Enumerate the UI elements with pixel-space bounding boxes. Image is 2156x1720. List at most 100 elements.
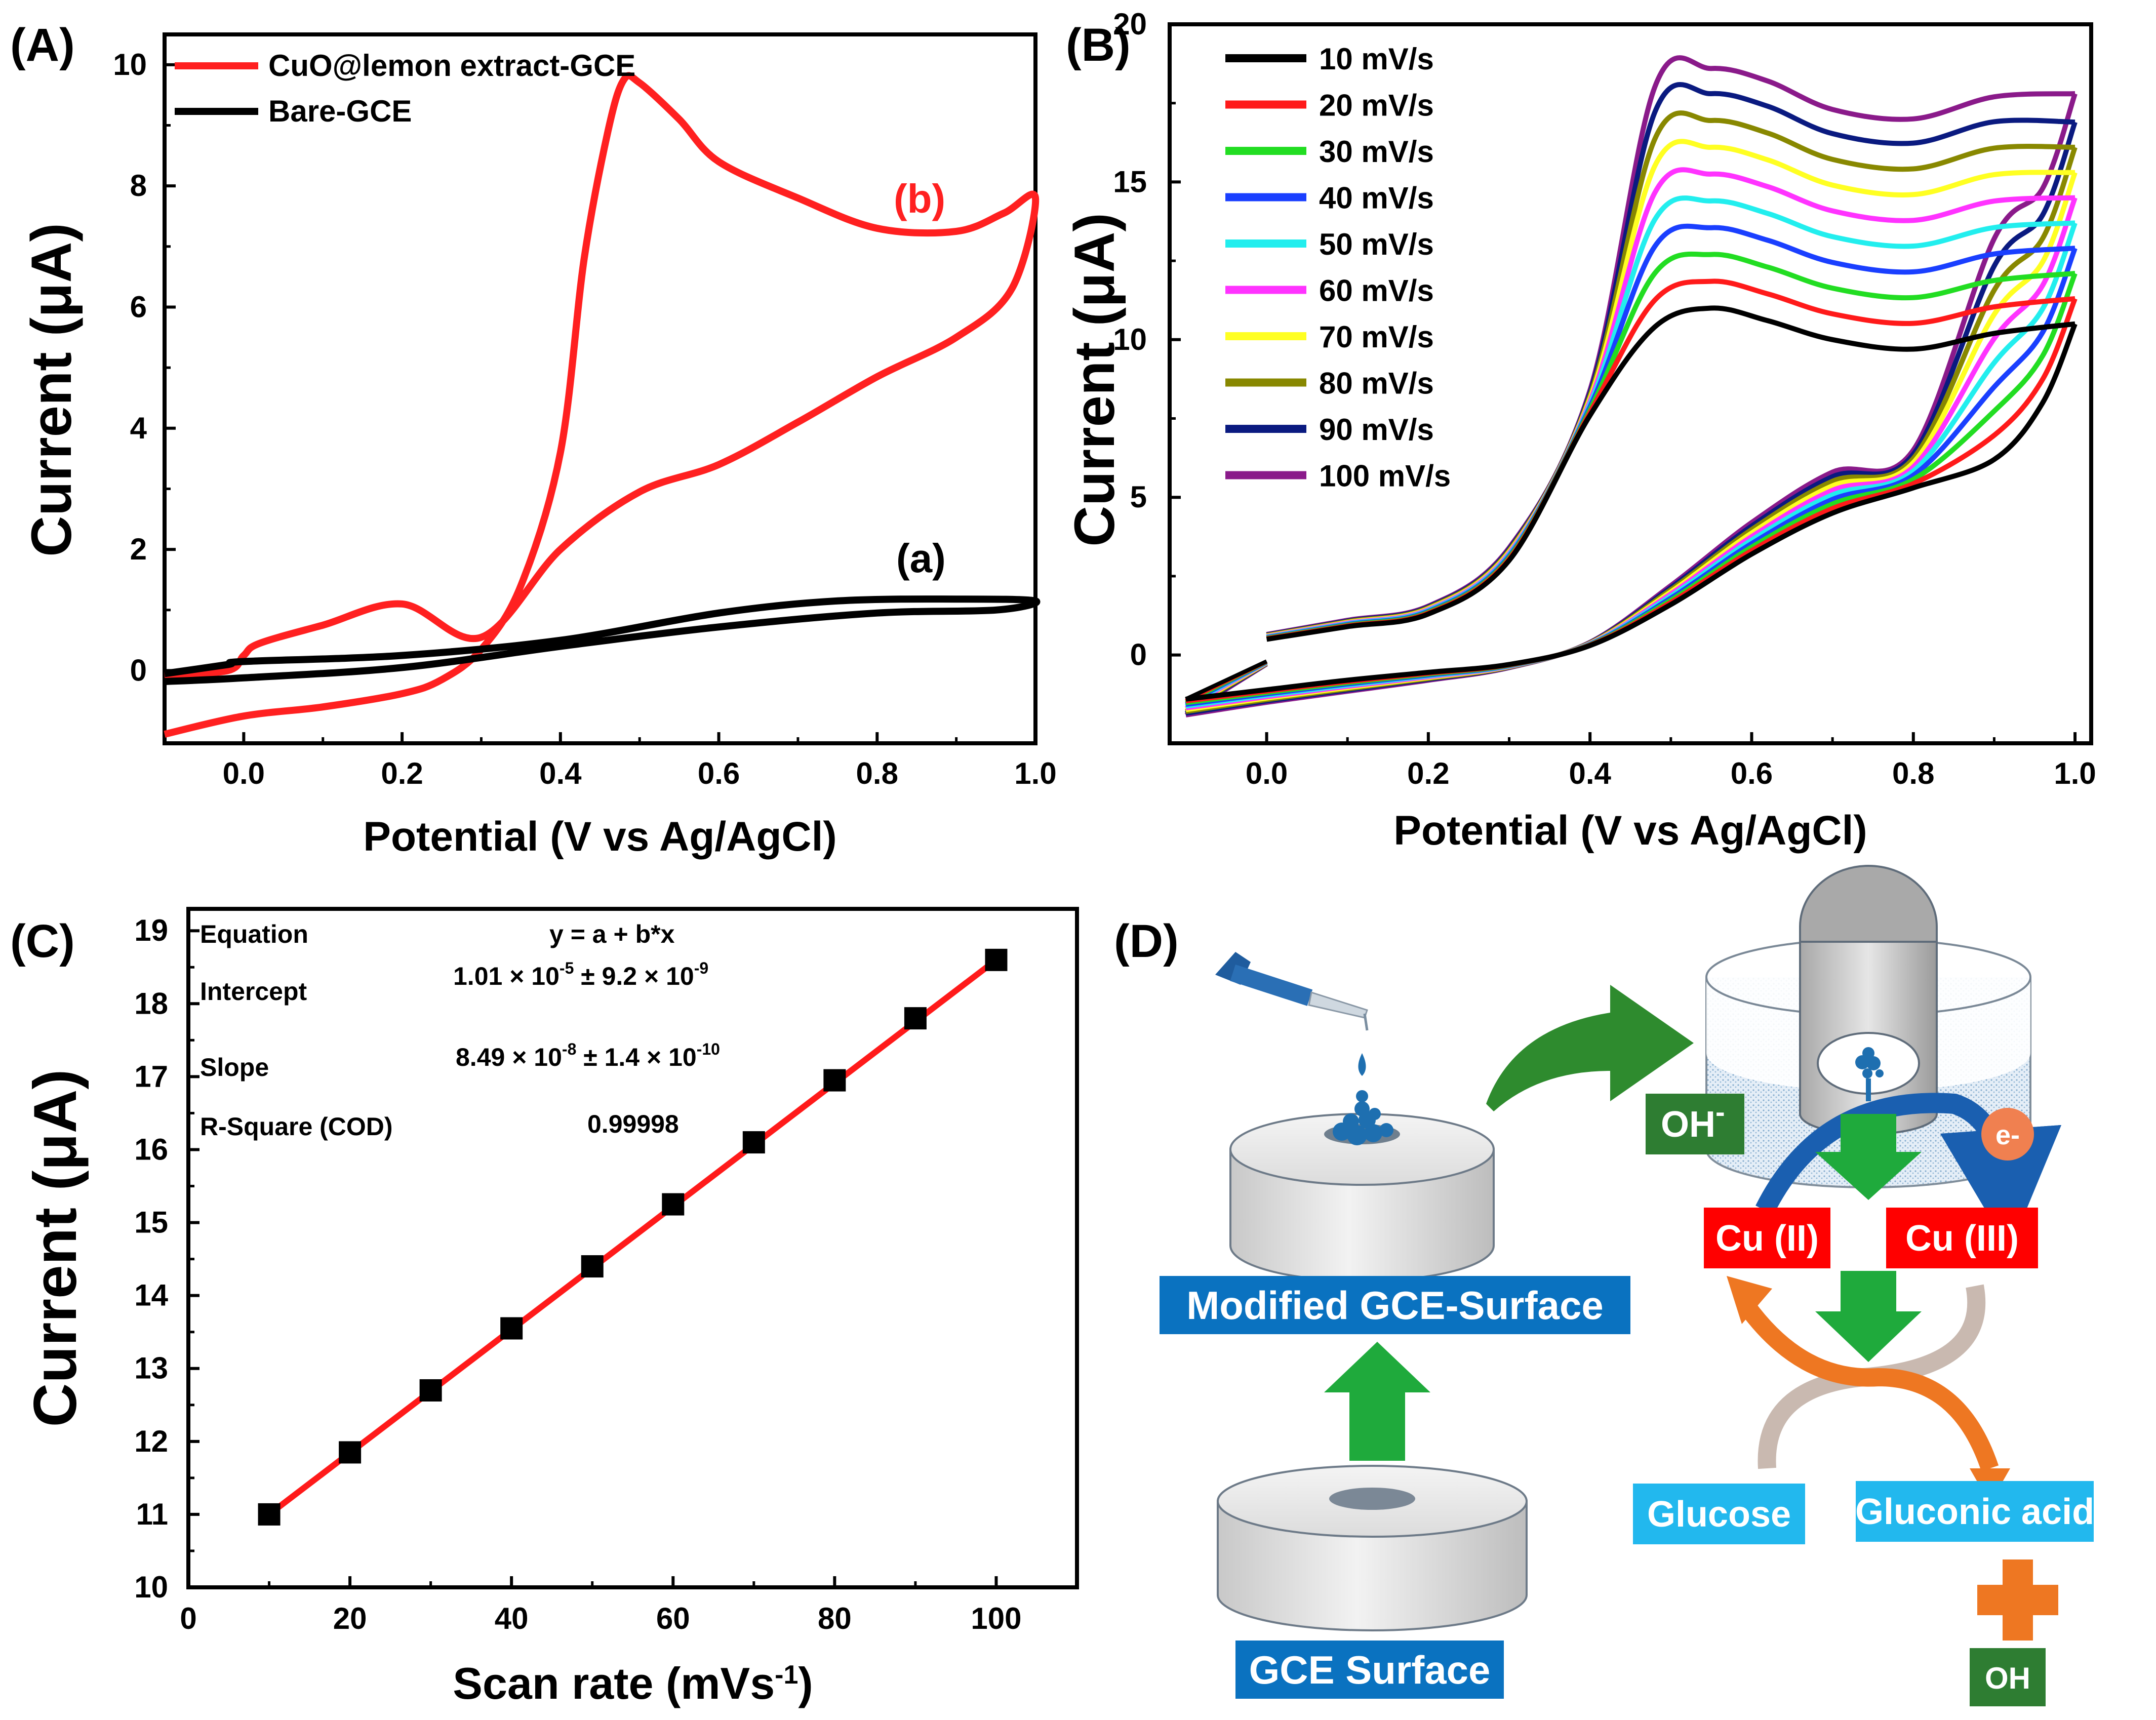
panel-c-ylabel: Current (μA) bbox=[21, 1069, 89, 1427]
legend-label-90mvs: 90 mV/s bbox=[1319, 413, 1434, 447]
cu3-box bbox=[1886, 1208, 2038, 1268]
hydroxyl-label: OH bbox=[1985, 1661, 2030, 1695]
electron-icon bbox=[1981, 1108, 2034, 1161]
panel-d-label: (D) bbox=[1114, 915, 1179, 967]
gce-surface-box bbox=[1235, 1641, 1504, 1699]
y-tick-label: 0 bbox=[130, 653, 147, 687]
x-tick-label: 100 bbox=[971, 1602, 1021, 1635]
y-tick-label: 14 bbox=[134, 1278, 168, 1312]
panel-a-ylabel: Current (μA) bbox=[20, 223, 83, 557]
orange-arrowhead-up bbox=[1727, 1276, 1772, 1324]
panel-a: (A) 0.0 0.2 0.4 0.6 0.8 1.0 0 2 4 6 8 10 CuO@lemon … bbox=[10, 19, 1057, 860]
intercept-value: 1.01 × 10-5 ± 9.2 × 10-9 bbox=[453, 959, 708, 990]
hydroxide-label: OH- bbox=[1661, 1096, 1725, 1145]
data-point bbox=[742, 1131, 765, 1154]
linear-fit-line bbox=[267, 957, 999, 1517]
electron-label: e- bbox=[1995, 1120, 2020, 1150]
legend-label-20mvs: 20 mV/s bbox=[1319, 89, 1434, 123]
x-tick-label: 0.4 bbox=[1569, 756, 1611, 790]
data-point bbox=[904, 1007, 927, 1030]
droplet-icon bbox=[1358, 1053, 1366, 1076]
equation-label: Equation bbox=[200, 920, 308, 948]
glucose-label: Glucose bbox=[1647, 1494, 1791, 1535]
annotation-a: (a) bbox=[896, 536, 946, 581]
intercept-label: Intercept bbox=[200, 977, 307, 1006]
data-point bbox=[823, 1069, 846, 1092]
cv-reverse-scan-20mvs bbox=[1185, 297, 2078, 704]
panel-b-xlabel: Potential (V vs Ag/AgCl) bbox=[1393, 808, 1867, 854]
x-tick-label: 0.0 bbox=[1246, 756, 1288, 790]
panel-b-label: (B) bbox=[1066, 19, 1131, 71]
y-tick-label: 5 bbox=[1130, 480, 1147, 514]
legend-label-40mvs: 40 mV/s bbox=[1319, 181, 1434, 215]
cu3-label: Cu (III) bbox=[1905, 1218, 2019, 1259]
panel-b: (B) 0.0 0.2 0.4 0.6 0.8 1.0 0 5 10 15 20 10 mV/s 20… bbox=[1063, 7, 2096, 854]
annotation-b: (b) bbox=[894, 176, 945, 221]
y-tick-label: 8 bbox=[130, 169, 147, 203]
legend-label-50mvs: 50 mV/s bbox=[1319, 227, 1434, 261]
y-tick-label: 15 bbox=[134, 1206, 168, 1239]
y-tick-label: 12 bbox=[134, 1424, 168, 1458]
down-arrow-icon-2 bbox=[1815, 1271, 1922, 1362]
legend-label-100mvs: 100 mV/s bbox=[1319, 459, 1451, 493]
pipette-icon bbox=[1215, 952, 1369, 1031]
gluconic-arc bbox=[1739, 1301, 1999, 1471]
panel-a-label: (A) bbox=[10, 19, 75, 71]
y-tick-label: 10 bbox=[1113, 323, 1147, 356]
y-tick-label: 16 bbox=[134, 1132, 168, 1166]
y-tick-label: 19 bbox=[134, 913, 168, 947]
x-tick-label: 40 bbox=[495, 1602, 529, 1635]
modified-surface-label: Modified GCE-Surface bbox=[1186, 1283, 1603, 1328]
legend-label-10mvs: 10 mV/s bbox=[1319, 42, 1434, 76]
gce-surface-label: GCE Surface bbox=[1249, 1648, 1491, 1692]
x-tick-label: 0.8 bbox=[856, 756, 898, 790]
data-point bbox=[662, 1193, 685, 1216]
glucose-box bbox=[1633, 1484, 1805, 1544]
x-tick-label: 80 bbox=[818, 1602, 852, 1635]
legend-label-80mvs: 80 mV/s bbox=[1319, 367, 1434, 401]
y-tick-label: 2 bbox=[130, 532, 147, 566]
cv-reverse-scan-10mvs bbox=[1185, 323, 2078, 702]
cv-start-segment bbox=[1185, 659, 1268, 701]
down-arrow-icon-1 bbox=[1815, 1114, 1922, 1200]
legend-label-60mvs: 60 mV/s bbox=[1319, 274, 1434, 308]
panel-a-legend: CuO@lemon extract-GCE Bare-GCE bbox=[175, 49, 635, 128]
r-square-label: R-Square (COD) bbox=[200, 1112, 393, 1141]
curved-arrow-icon bbox=[1486, 985, 1694, 1111]
legend-label-30mvs: 30 mV/s bbox=[1319, 135, 1434, 169]
r-square-value: 0.99998 bbox=[587, 1110, 679, 1138]
cu2-label: Cu (II) bbox=[1715, 1218, 1819, 1259]
x-tick-label: 0.0 bbox=[223, 756, 265, 790]
y-tick-label: 0 bbox=[1130, 638, 1147, 672]
panel-c-label: (C) bbox=[10, 915, 75, 967]
cu2-box bbox=[1704, 1208, 1830, 1268]
data-point bbox=[581, 1255, 604, 1278]
panel-c: (C) 0 20 40 60 80 100 10 11 12 13 14 15 16 17 18 19 Equ… bbox=[10, 907, 1079, 1708]
y-tick-label: 17 bbox=[134, 1059, 168, 1093]
modified-gce-cylinder bbox=[1229, 1090, 1495, 1282]
legend-label-bare: Bare-GCE bbox=[268, 94, 412, 128]
panel-c-xlabel: Scan rate (mVs-1) bbox=[453, 1658, 813, 1708]
y-tick-label: 15 bbox=[1113, 165, 1147, 198]
x-tick-label: 20 bbox=[333, 1602, 367, 1635]
cv-curve-bare-gce bbox=[164, 595, 1041, 685]
x-tick-label: 0.8 bbox=[1892, 756, 1934, 790]
x-tick-label: 0.6 bbox=[1731, 756, 1773, 790]
x-tick-label: 0.2 bbox=[381, 756, 423, 790]
x-tick-label: 60 bbox=[656, 1602, 690, 1635]
y-tick-label: 4 bbox=[130, 411, 147, 445]
panel-b-legend: 10 mV/s 20 mV/s 30 mV/s 40 mV/s 50 mV/s 60 mV… bbox=[1225, 42, 1451, 493]
panel-a-xlabel: Potential (V vs Ag/AgCl) bbox=[363, 814, 836, 860]
x-tick-label: 0 bbox=[180, 1602, 196, 1635]
cv-forward-scan-10mvs bbox=[1266, 305, 2075, 642]
y-tick-label: 10 bbox=[134, 1570, 168, 1604]
up-arrow-icon bbox=[1324, 1342, 1430, 1461]
data-point bbox=[258, 1503, 281, 1526]
plus-icon bbox=[1977, 1559, 2058, 1641]
x-tick-label: 0.4 bbox=[539, 756, 582, 790]
equation-value: y = a + b*x bbox=[549, 920, 675, 948]
gluconic-acid-box bbox=[1856, 1481, 2094, 1542]
data-point bbox=[985, 948, 1008, 971]
hydroxide-box bbox=[1646, 1094, 1744, 1154]
